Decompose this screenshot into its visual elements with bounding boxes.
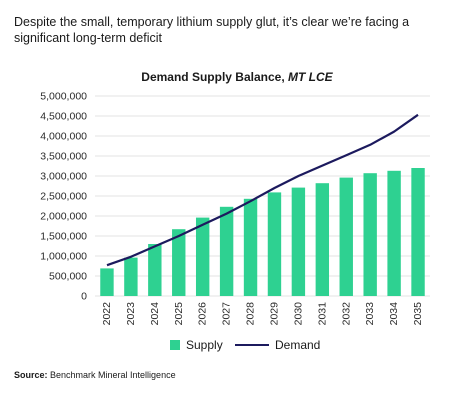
chart-headline: Despite the small, temporary lithium sup… [14,15,410,45]
x-tick-label: 2028 [245,302,257,326]
supply-bar [100,268,114,296]
x-tick-label: 2033 [364,302,376,326]
chart-plot: 0 500,000 1,000,000 1,500,000 2,000,000 2,500… [40,91,430,326]
source-note: Source: Benchmark Mineral Intelligence [14,370,176,380]
supply-bar [315,183,330,296]
y-tick-label: 2,000,000 [40,211,87,223]
y-tick-label: 1,500,000 [40,231,87,243]
y-axis-labels: 0 500,000 1,000,000 1,500,000 2,000,000 2,500… [40,91,87,303]
x-tick-label: 2026 [197,302,209,326]
supply-bar [195,217,210,296]
chart-title-unit: MT LCE [288,70,333,84]
x-tick-label: 2025 [173,302,185,326]
y-tick-label: 500,000 [49,271,87,283]
supply-bar [411,168,425,296]
x-tick-label: 2023 [125,302,137,326]
supply-bar [339,177,353,296]
y-tick-label: 4,000,000 [40,131,87,143]
legend-item-supply: Supply [170,338,223,352]
y-tick-label: 2,500,000 [40,191,87,203]
y-tick-label: 3,500,000 [40,151,87,163]
grid-lines [95,95,430,297]
supply-bar [124,257,138,296]
legend-swatch-supply [170,340,180,350]
y-tick-label: 3,000,000 [40,171,87,183]
supply-bar [363,173,377,296]
supply-bars [100,168,425,296]
x-tick-label: 2032 [340,302,352,326]
legend-swatch-demand [235,344,269,346]
x-tick-label: 2027 [221,302,233,326]
chart-legend: Supply Demand [0,338,474,354]
source-text: Benchmark Mineral Intelligence [47,370,176,380]
source-label: Source: [14,370,48,380]
legend-label-supply: Supply [186,338,223,352]
legend-item-demand: Demand [235,338,320,352]
supply-bar [291,187,306,296]
demand-line-layer [106,113,419,267]
supply-bar [172,229,186,296]
supply-bar [243,198,258,296]
chart-title-main: Demand Supply Balance, [141,70,289,84]
x-tick-label: 2034 [388,302,400,326]
y-tick-label: 4,500,000 [40,111,87,123]
legend-label-demand: Demand [275,338,321,352]
x-axis-labels: 2022 2023 2024 2025 2026 2027 2028 2029 2030 2031… [101,302,424,326]
y-tick-label: 1,000,000 [40,251,87,263]
supply-bar [148,244,162,296]
x-tick-label: 2022 [101,302,113,326]
y-tick-label: 0 [81,291,87,303]
x-tick-label: 2024 [149,302,161,326]
demand-line [106,113,419,267]
supply-bar [267,192,282,296]
x-tick-label: 2035 [412,302,424,326]
supply-bar [387,170,401,296]
x-tick-label: 2029 [268,302,280,326]
y-tick-label: 5,000,000 [40,91,87,103]
x-tick-label: 2030 [292,302,304,326]
supply-bar [219,206,234,296]
chart-title: Demand Supply Balance, MT LCE [0,70,474,84]
x-tick-label: 2031 [316,302,328,326]
